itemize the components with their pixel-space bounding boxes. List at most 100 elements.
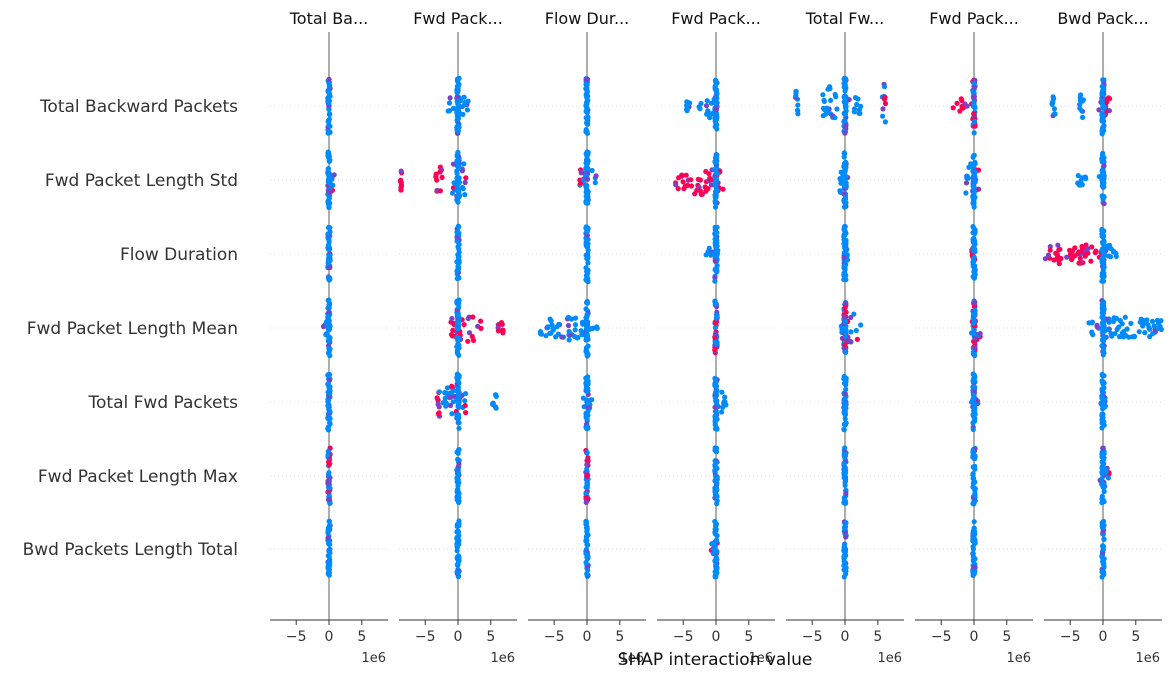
shap-point [1089,244,1095,250]
x-tick-label: 0 [325,629,334,645]
shap-point [970,571,977,577]
panel-title: Fwd Pack... [413,9,503,28]
x-tick-label: 0 [712,629,721,645]
shap-point [454,497,460,503]
shap-point [325,472,331,478]
shap-point [714,126,720,132]
shap-point [1154,317,1161,324]
shap-point [455,570,461,576]
shap-point [1051,106,1057,112]
shap-point [444,385,451,391]
shap-point [858,322,864,328]
shap-point [1100,569,1106,575]
shap-point [1055,242,1061,248]
shap-point [712,199,719,205]
shap-point [559,334,565,340]
shap-point [957,108,963,114]
point-cluster [433,164,445,194]
shap-point [834,106,840,112]
shap-point [841,453,847,459]
shap-point [1089,320,1095,326]
shap-point [842,176,849,182]
shap-point [454,544,460,550]
shap-point [327,546,333,552]
shap-point [1101,536,1107,542]
shap-point [1101,563,1107,569]
point-cluster [712,298,720,356]
shap-point [714,476,720,482]
panel-title: Total Ba... [289,9,369,28]
shap-point [465,315,471,322]
shap-point [698,100,704,107]
shap-point [1099,476,1105,482]
shap-point [579,332,585,338]
shap-point [449,383,455,389]
shap-point [456,109,462,115]
point-cluster [434,383,469,421]
point-cluster [1099,150,1107,207]
shap-point [843,534,849,540]
shap-point [450,333,456,339]
shap-point [972,384,978,390]
shap-point [584,278,590,284]
shap-point [713,341,720,347]
shap-point [713,106,720,112]
shap-point [456,274,462,281]
shap-point [1151,323,1157,329]
shap-point [325,448,331,454]
shap-point [713,243,719,249]
shap-point [970,426,976,433]
shap-point [1100,105,1106,111]
shap-point [326,204,332,211]
x-tick-label: 5 [486,629,495,645]
shap-point [971,196,977,202]
shap-point [1100,316,1106,322]
shap-point [456,457,462,463]
shap-point [712,176,718,182]
shap-point [583,551,589,557]
shap-point [435,397,441,403]
shap-point [464,107,470,113]
shap-point [713,459,719,465]
shap-point [583,538,589,544]
point-cluster [1099,445,1107,506]
shap-point [461,94,467,100]
shap-point [971,130,977,136]
shap-point [454,300,460,306]
shap-point [1075,173,1081,179]
shap-point [398,180,404,186]
shap-point [843,386,849,392]
shap-point [720,404,726,410]
shap-point [1122,314,1128,320]
shap-point [843,261,849,268]
shap-point [469,333,475,340]
shap-point [398,168,404,174]
shap-point [583,491,589,497]
shap-point [325,231,331,237]
shap-point [843,76,849,82]
shap-point [326,345,332,352]
point-cluster [454,518,462,580]
shap-point [704,98,710,104]
shap-point [443,400,449,406]
shap-point [454,388,460,394]
shap-point [1079,108,1085,114]
point-cluster [970,298,978,359]
shap-point [455,88,461,94]
shap-point [712,558,718,564]
shap-point [841,276,847,283]
shap-point [455,319,461,325]
shap-point [456,537,462,544]
point-cluster [970,224,978,281]
shap-point [550,326,556,332]
shap-point [1150,331,1156,337]
shap-point [971,244,977,250]
shap-point [825,86,831,92]
shap-point [327,82,333,88]
shap-point [841,314,847,320]
shap-point [684,106,691,112]
shap-point [821,106,827,112]
shap-point [971,528,978,535]
panel-title: Bwd Pack... [1057,9,1148,28]
panel: Fwd Pack... −5 0 5 1e6 [397,9,517,666]
